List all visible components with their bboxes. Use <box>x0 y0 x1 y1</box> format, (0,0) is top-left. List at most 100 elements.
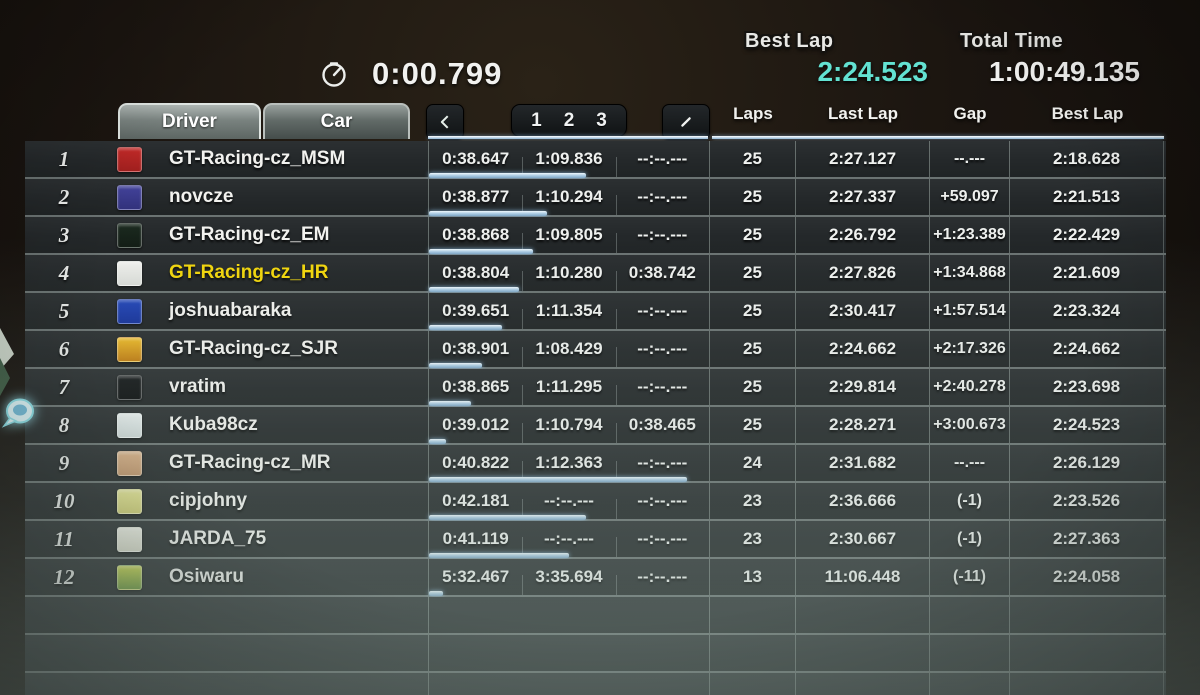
table-row[interactable]: 11 JARDA_75 0:41.119 --:--.--- --:--.--- 23 2:… <box>25 521 1166 559</box>
table-row[interactable]: 9 GT-Racing-cz_MR 0:40.822 1:12.363 --:--.--… <box>25 445 1166 483</box>
sector-divider <box>615 423 617 443</box>
table-row[interactable]: 7 vratim 0:38.865 1:11.295 --:--.--- 25 2:29.8… <box>25 369 1166 407</box>
driver-name: GT-Racing-cz_SJR <box>169 338 338 359</box>
last-lap-time: 2:29.814 <box>795 369 929 405</box>
sector-times: 0:38.647 1:09.836 --:--.--- <box>428 141 709 178</box>
edit-button[interactable] <box>662 104 710 140</box>
position-number: 2 <box>58 184 70 209</box>
top-bar: 0:00.799 Best Lap Total Time 2:24.523 1:… <box>0 0 1200 100</box>
sector-divider <box>615 385 617 405</box>
sector3-time: 0:38.742 <box>628 263 696 282</box>
car-color-swatch <box>117 564 142 590</box>
laps-count: 25 <box>709 293 795 329</box>
stats-header-underline <box>712 136 1164 139</box>
best-lap-time: 2:24.662 <box>1009 331 1164 367</box>
sector-divider <box>522 575 524 595</box>
car-color-swatch <box>117 184 142 210</box>
car-color-swatch <box>117 146 142 172</box>
table-row[interactable]: 5 joshuabaraka 0:39.651 1:11.354 --:--.--- 25… <box>25 293 1166 331</box>
sector-divider <box>615 233 617 253</box>
table-row[interactable]: 6 GT-Racing-cz_SJR 0:38.901 1:08.429 --:--.-… <box>25 331 1166 369</box>
table-row[interactable]: 4 GT-Racing-cz_HR 0:38.804 1:10.280 0:38.742… <box>25 255 1166 293</box>
empty-table-row <box>25 597 1166 635</box>
empty-cell <box>117 673 155 695</box>
gap-value: --.--- <box>929 445 1009 481</box>
last-lap-time: 2:27.127 <box>795 141 929 177</box>
stopwatch-icon <box>322 62 346 87</box>
empty-cell <box>117 597 155 633</box>
table-row[interactable]: 8 Kuba98cz 0:39.012 1:10.794 0:38.465 25 2:28.… <box>25 407 1166 445</box>
best-lap-time: 2:18.628 <box>1009 141 1164 177</box>
back-button[interactable] <box>426 104 464 140</box>
sector1-time: 0:38.804 <box>442 263 510 282</box>
table-row[interactable]: 12 Osiwaru 5:32.467 3:35.694 --:--.--- 13 11:0… <box>25 559 1166 597</box>
gap-value: (-1) <box>929 483 1009 519</box>
position-number: 4 <box>58 260 70 285</box>
sector-2-label[interactable]: 2 <box>563 109 575 131</box>
car-color-cell <box>117 217 155 253</box>
sector-divider <box>522 309 524 329</box>
tab-driver-label: Driver <box>162 111 217 132</box>
tab-car-label: Car <box>320 111 353 132</box>
sector-1-label[interactable]: 1 <box>531 109 542 131</box>
sector-times: 0:39.651 1:11.354 --:--.--- <box>428 293 709 330</box>
car-color-cell <box>117 559 155 595</box>
sector2-time: 1:09.836 <box>535 149 603 168</box>
sector-times: 5:32.467 3:35.694 --:--.--- <box>428 559 709 596</box>
best-lap-time: 2:23.324 <box>1009 293 1164 329</box>
column-header-laps: Laps <box>733 104 773 123</box>
sector3-time: --:--.--- <box>637 149 688 168</box>
total-time-value: 1:00:49.135 <box>988 56 1140 87</box>
sector3-time: --:--.--- <box>637 453 688 472</box>
sector-3-label[interactable]: 3 <box>596 109 607 131</box>
sector2-time: 1:10.294 <box>535 187 603 206</box>
position-number: 6 <box>58 336 70 361</box>
best-lap-time: 2:23.526 <box>1009 483 1164 519</box>
tab-driver[interactable]: Driver <box>118 103 261 139</box>
sector3-time: --:--.--- <box>637 187 688 206</box>
last-lap-time: 2:28.271 <box>795 407 929 443</box>
laps-count: 25 <box>709 217 795 253</box>
driver-name: joshuabaraka <box>169 300 292 321</box>
position-number: 12 <box>53 564 75 589</box>
sector1-time: 0:39.651 <box>442 301 510 320</box>
column-header-gap: Gap <box>953 104 987 123</box>
track-progress-bar <box>429 439 446 444</box>
table-row[interactable]: 2 novcze 0:38.877 1:10.294 --:--.--- 25 2:27.3… <box>25 179 1166 217</box>
last-lap-time: 2:30.417 <box>795 293 929 329</box>
sector-divider <box>522 271 524 291</box>
car-color-cell <box>117 141 155 177</box>
sector-divider <box>615 461 617 481</box>
best-lap-time: 2:27.363 <box>1009 521 1164 557</box>
track-progress-bar <box>429 325 502 330</box>
empty-cell <box>1009 635 1164 671</box>
car-color-cell <box>117 445 155 481</box>
table-row[interactable]: 3 GT-Racing-cz_EM 0:38.868 1:09.805 --:--.--… <box>25 217 1166 255</box>
gap-value: --.--- <box>929 141 1009 177</box>
sector-selector-button[interactable]: 1 2 3 <box>511 104 627 137</box>
sector1-time: 0:38.877 <box>442 187 510 206</box>
car-color-swatch <box>117 336 142 362</box>
best-lap-time: 2:23.698 <box>1009 369 1164 405</box>
sector2-time: 1:12.363 <box>535 453 603 472</box>
sector-divider <box>615 195 617 215</box>
sector1-time: 0:38.865 <box>442 377 510 396</box>
tab-car[interactable]: Car <box>263 103 410 139</box>
car-color-swatch <box>117 260 142 286</box>
empty-cell <box>795 597 929 633</box>
track-progress-bar <box>429 515 586 520</box>
position-number: 11 <box>54 526 74 551</box>
background-scene-sliver <box>0 318 20 414</box>
best-lap-time: 2:21.609 <box>1009 255 1164 291</box>
track-progress-bar <box>429 287 519 292</box>
last-lap-time: 2:27.337 <box>795 179 929 215</box>
empty-cell <box>25 635 117 671</box>
driver-name: GT-Racing-cz_MSM <box>169 148 346 169</box>
empty-sector-area <box>428 673 709 695</box>
empty-table-row <box>25 635 1166 673</box>
sector2-time: --:--.--- <box>543 529 594 548</box>
table-row[interactable]: 10 cipjohny 0:42.181 --:--.--- --:--.--- 23 2:… <box>25 483 1166 521</box>
position-number: 5 <box>58 298 70 323</box>
car-color-swatch <box>117 298 142 324</box>
table-row[interactable]: 1 GT-Racing-cz_MSM 0:38.647 1:09.836 --:--.-… <box>25 141 1166 179</box>
